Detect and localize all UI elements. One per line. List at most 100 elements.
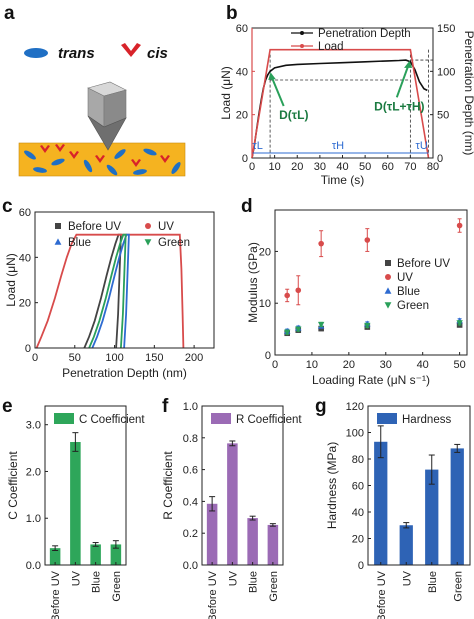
bar-blue bbox=[425, 469, 439, 565]
data-point-green bbox=[283, 329, 291, 336]
series-line-green bbox=[88, 233, 127, 349]
y-tick-label: 20 bbox=[259, 246, 271, 258]
legend-label-load: Load bbox=[318, 41, 344, 53]
data-point-uv bbox=[364, 237, 371, 243]
plot-frame-c bbox=[34, 211, 215, 349]
cis-molecule-icon bbox=[55, 144, 65, 152]
trans-molecule-icon bbox=[133, 169, 147, 175]
x-tick-label-uv: UV bbox=[70, 570, 82, 586]
y-tick-label: 0.0 bbox=[26, 560, 41, 572]
x-tick-label: 0 bbox=[272, 359, 278, 371]
legend-marker-green bbox=[144, 239, 152, 246]
data-point-green bbox=[317, 321, 325, 328]
panel-letter-a: a bbox=[4, 3, 15, 24]
d-right-arrowhead bbox=[404, 60, 413, 68]
d-right-label: D(τL+τH) bbox=[374, 99, 424, 113]
plot-frame-f bbox=[201, 405, 284, 566]
x-tick-label: 0 bbox=[249, 161, 255, 173]
cis-molecule-icon bbox=[40, 145, 50, 153]
x-tick-label-blue: Blue bbox=[427, 571, 439, 593]
y-tick-label: 20 bbox=[352, 534, 364, 546]
x-tick-label: 70 bbox=[404, 161, 416, 173]
plot-frame-d bbox=[274, 209, 468, 356]
trans-molecule-icon bbox=[24, 48, 48, 58]
x-tick-label: 10 bbox=[306, 359, 318, 371]
legend-label-before-uv: Before UV bbox=[68, 221, 121, 233]
legend-label-hardness: Hardness bbox=[402, 414, 451, 426]
data-point-green bbox=[364, 322, 371, 329]
x-tick-label: 50 bbox=[359, 161, 371, 173]
bar-uv bbox=[227, 443, 238, 565]
data-point-green bbox=[295, 326, 302, 333]
d-right-arrow bbox=[395, 65, 410, 98]
panel-a-schematic: a trans cis bbox=[4, 3, 186, 177]
x-tick-label: 30 bbox=[314, 161, 326, 173]
series-line-before-uv bbox=[83, 233, 122, 349]
x-tick-label-green: Green bbox=[452, 571, 464, 602]
legend-label-r-coefficient: R Coefficient bbox=[236, 414, 302, 426]
y-tick-label: 100 bbox=[346, 428, 364, 440]
legend-label-before-uv: Before UV bbox=[397, 258, 450, 270]
panel-letter-e: e bbox=[2, 396, 13, 417]
y-tick-label: 0.0 bbox=[183, 560, 198, 572]
panel-c-load-displacement: c 0 50 100 150 200 0 20 40 60 Before UV UV Blue Gree… bbox=[2, 196, 215, 380]
legend-label-blue: Blue bbox=[397, 286, 420, 298]
trans-molecule-icon bbox=[24, 150, 36, 160]
cis-molecule-icon bbox=[95, 155, 105, 163]
y-tick-label: 60 bbox=[19, 207, 31, 219]
data-point-uv bbox=[318, 240, 324, 247]
x-tick-label-before-uv: Before UV bbox=[207, 570, 219, 619]
legend-swatch-r-coefficient bbox=[211, 413, 231, 424]
y-tick-label: 120 bbox=[346, 401, 364, 413]
cis-molecule-icon bbox=[121, 43, 141, 57]
legend-marker-blue bbox=[384, 287, 392, 294]
plot-frame-e bbox=[44, 405, 127, 566]
legend-label-blue: Blue bbox=[68, 237, 91, 249]
legend-swatch-c-coefficient bbox=[54, 413, 74, 424]
y-axis-label: C Coefficient bbox=[6, 451, 20, 520]
y-tick-label-left: 60 bbox=[236, 23, 248, 35]
x-axis-label: Loading Rate (μN s⁻¹) bbox=[312, 373, 430, 387]
y-tick-label: 0 bbox=[25, 343, 31, 355]
series-line-blue bbox=[91, 233, 130, 349]
bar-uv bbox=[70, 442, 81, 565]
d-left-label: D(τL) bbox=[279, 108, 308, 122]
x-tick-label: 60 bbox=[382, 161, 394, 173]
cis-molecule-icon bbox=[160, 155, 170, 163]
panel-letter-f: f bbox=[162, 396, 169, 417]
y-tick-label: 0 bbox=[265, 350, 271, 362]
y-tick-label: 1.0 bbox=[26, 513, 41, 525]
d-left-arrow bbox=[270, 76, 285, 107]
y-tick-label: 0.2 bbox=[183, 528, 198, 540]
panel-d-modulus: d 0 10 20 30 40 50 0 10 20 Before UV UV Blue Green Lo… bbox=[241, 196, 468, 387]
x-tick-label: 0 bbox=[32, 352, 38, 364]
y-tick-label-right: 0 bbox=[437, 153, 443, 165]
d-left-arrowhead bbox=[268, 72, 276, 80]
x-axis-label: Time (s) bbox=[321, 173, 365, 187]
y-tick-label: 20 bbox=[19, 298, 31, 310]
x-tick-label-uv: UV bbox=[401, 570, 413, 586]
x-tick-label: 50 bbox=[69, 352, 81, 364]
legend-label-penetration-depth: Penetration Depth bbox=[318, 28, 411, 40]
panel-letter-d: d bbox=[241, 196, 253, 217]
trans-molecule-icon bbox=[143, 148, 157, 156]
cis-molecule-icon bbox=[69, 151, 79, 159]
legend-marker-before-uv bbox=[55, 223, 61, 229]
bar-before-uv bbox=[49, 548, 61, 565]
x-tick-label: 20 bbox=[291, 161, 303, 173]
y-tick-label-left: 0 bbox=[242, 153, 248, 165]
y-tick-label: 0.4 bbox=[183, 496, 198, 508]
legend-marker-uv bbox=[385, 274, 391, 280]
legend-swatch-hardness bbox=[377, 413, 397, 424]
x-tick-label: 200 bbox=[185, 352, 203, 364]
x-tick-label: 20 bbox=[343, 359, 355, 371]
y-tick-label: 10 bbox=[259, 298, 271, 310]
legend-label-uv: UV bbox=[397, 272, 413, 284]
y-tick-label: 40 bbox=[352, 507, 364, 519]
legend-label-green: Green bbox=[397, 300, 429, 312]
series-line-uv bbox=[35, 233, 185, 349]
x-tick-label: 40 bbox=[417, 359, 429, 371]
x-tick-label: 150 bbox=[145, 352, 163, 364]
y-tick-label: 80 bbox=[352, 454, 364, 466]
trans-molecule-icon bbox=[171, 162, 181, 174]
